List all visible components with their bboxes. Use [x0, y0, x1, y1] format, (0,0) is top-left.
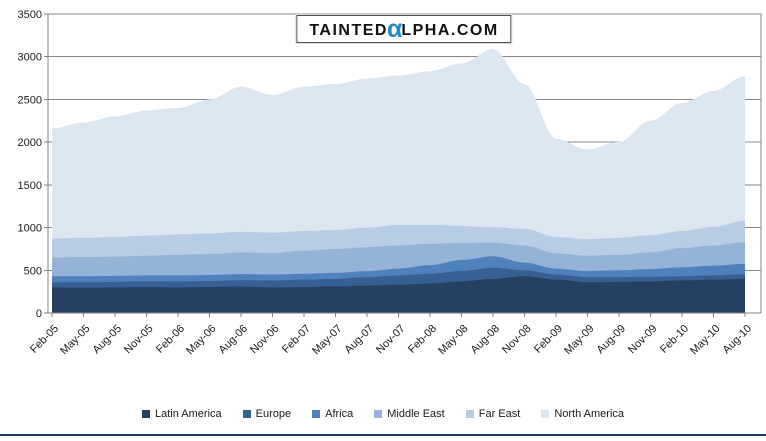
- x-tick-label: Feb-07: [280, 323, 313, 356]
- legend-swatch: [242, 410, 251, 418]
- x-tick-label: Feb-06: [154, 323, 187, 356]
- taintedalpha-logo: Tainted α lpha.com: [295, 14, 513, 44]
- x-tick-label: Aug-10: [721, 323, 755, 357]
- x-tick-label: May-10: [688, 323, 722, 357]
- axes: [47, 14, 762, 314]
- legend-label: Latin America: [154, 408, 222, 420]
- x-tick-label: Aug-09: [595, 323, 629, 357]
- y-tick-label: 3000: [18, 52, 42, 64]
- legend-swatch: [374, 410, 383, 418]
- y-tick-label: 2000: [18, 137, 42, 149]
- x-tick-label: May-05: [58, 323, 92, 357]
- legend-label: Europe: [255, 408, 292, 420]
- x-tick-label: Feb-09: [532, 323, 565, 356]
- y-axis-labels: 0 500 1000 1500 2000 2500 3000 3500: [18, 9, 48, 320]
- x-tick-label: Nov-09: [626, 323, 660, 357]
- y-tick-label: 500: [24, 265, 42, 277]
- legend-item-north-america: North America: [541, 408, 624, 420]
- x-tick-label: Nov-06: [248, 323, 282, 357]
- legend-swatch: [465, 410, 474, 418]
- y-tick-label: 2500: [18, 94, 42, 106]
- legend-label: Middle East: [387, 408, 445, 420]
- x-tick-label: Feb-05: [28, 323, 61, 356]
- x-tick-label: May-09: [562, 323, 596, 357]
- area-latin-america: [52, 276, 745, 313]
- y-tick-label: 1500: [18, 180, 42, 192]
- x-tick-label: Aug-08: [469, 323, 503, 357]
- chart-legend: Latin America Europe Africa Middle East Far …: [0, 403, 766, 425]
- legend-item-africa: Africa: [312, 408, 353, 420]
- legend-item-middle-east: Middle East: [374, 408, 445, 420]
- x-tick-label: Aug-06: [217, 323, 251, 357]
- x-tick-label: Aug-05: [91, 323, 125, 357]
- y-tick-label: 3500: [18, 9, 42, 21]
- alpha-glyph: α: [386, 15, 403, 43]
- x-tick-label: Nov-07: [374, 323, 408, 357]
- legend-swatch: [312, 410, 321, 418]
- legend-label: North America: [554, 408, 625, 420]
- legend-item-far-east: Far East: [465, 408, 521, 420]
- legend-swatch: [541, 410, 550, 418]
- legend-swatch: [141, 410, 150, 418]
- legend-item-europe: Europe: [242, 408, 292, 420]
- x-tick-label: Feb-08: [406, 323, 439, 356]
- x-tick-label: May-07: [310, 323, 344, 357]
- x-tick-label: Aug-07: [343, 323, 377, 357]
- y-tick-label: 0: [36, 308, 42, 320]
- x-axis-labels: Feb-05May-05Aug-05Nov-05Feb-06May-06Aug-…: [28, 313, 754, 357]
- y-tick-label: 1000: [18, 223, 42, 235]
- x-tick-label: May-06: [184, 323, 218, 357]
- logo-suffix: lpha.com: [401, 22, 499, 39]
- x-tick-label: Nov-05: [122, 323, 156, 357]
- x-tick-label: May-08: [436, 323, 470, 357]
- logo-prefix: Tainted: [309, 22, 388, 39]
- bottom-border: [0, 434, 766, 436]
- legend-label: Far East: [478, 408, 521, 420]
- legend-item-latin-america: Latin America: [141, 408, 222, 420]
- x-tick-label: Nov-08: [500, 323, 534, 357]
- x-tick-label: Feb-10: [658, 323, 691, 356]
- area-series: [52, 49, 745, 313]
- legend-label: Africa: [325, 408, 354, 420]
